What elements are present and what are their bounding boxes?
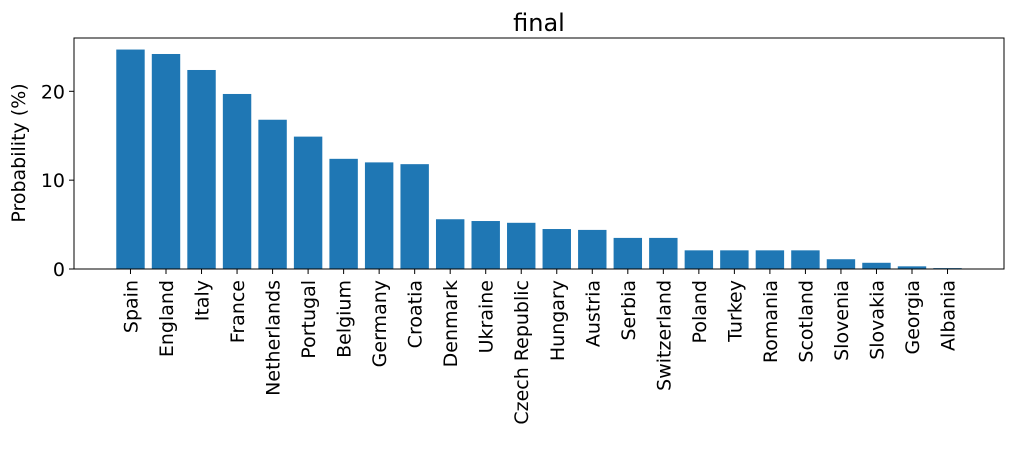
bar-georgia [897, 266, 927, 269]
x-tick-label: Netherlands [263, 280, 285, 396]
bar-slovenia [826, 259, 856, 269]
bars-group [116, 49, 962, 269]
x-tick-label: Italy [192, 280, 214, 321]
bar-france [222, 93, 252, 269]
x-tick-label: Switzerland [653, 280, 675, 391]
x-tick-label: Germany [369, 280, 391, 367]
x-tick-label: Turkey [724, 280, 746, 343]
bar-poland [684, 250, 714, 269]
x-tick-label: Slovenia [831, 280, 853, 361]
x-tick-label: Ukraine [476, 280, 498, 353]
bar-spain [116, 49, 145, 269]
x-tick-label: Romania [760, 280, 782, 363]
x-tick-label: Scotland [795, 280, 817, 363]
y-axis-label: Probability (%) [8, 83, 30, 222]
y-tick-label: 10 [41, 170, 65, 192]
x-tick-label: Czech Republic [511, 280, 533, 425]
x-tick-label: Poland [689, 280, 711, 343]
x-tick-label: Slovakia [866, 280, 888, 360]
bar-italy [187, 69, 216, 269]
x-tick-label: Serbia [618, 280, 640, 341]
x-tick-label: Austria [582, 280, 604, 347]
x-tick-label: England [156, 280, 178, 357]
bar-england [151, 53, 181, 269]
x-tick-label: Belgium [334, 280, 356, 358]
x-tick-label: Albania [938, 280, 960, 351]
x-tick-label: Spain [120, 280, 142, 333]
bar-turkey [720, 250, 749, 269]
x-tick-label: Georgia [902, 280, 924, 355]
bar-netherlands [258, 119, 287, 269]
bar-slovakia [862, 262, 891, 269]
bar-portugal [293, 136, 323, 269]
y-tick-label: 20 [41, 81, 65, 103]
bar-hungary [542, 229, 571, 269]
bar-romania [755, 250, 785, 269]
x-tick-label: Hungary [547, 280, 569, 361]
plot-frame [73, 37, 1005, 270]
x-tick-label: Denmark [440, 280, 462, 367]
bar-serbia [613, 237, 643, 269]
bar-austria [578, 229, 607, 269]
bar-denmark [435, 219, 465, 269]
chart-title: final [513, 9, 565, 37]
bar-germany [364, 162, 394, 269]
y-axis: 0 10 20 [41, 81, 74, 281]
bar-scotland [791, 250, 820, 269]
bar-switzerland [649, 237, 678, 269]
bar-belgium [329, 158, 358, 269]
bar-croatia [400, 164, 429, 269]
x-axis: Spain England Italy France Netherlands Portug… [120, 269, 960, 425]
x-tick-label: Croatia [405, 280, 427, 348]
bar-czech-republic [507, 222, 536, 269]
y-tick-label: 0 [53, 259, 65, 281]
x-tick-label: Portugal [298, 280, 320, 359]
x-tick-label: France [227, 280, 249, 343]
bar-ukraine [471, 221, 500, 269]
